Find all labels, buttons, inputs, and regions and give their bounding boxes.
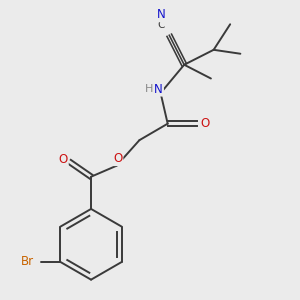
Text: Br: Br — [20, 256, 34, 268]
Text: O: O — [58, 153, 68, 166]
Text: C: C — [158, 20, 165, 30]
Text: O: O — [200, 117, 210, 130]
Text: H: H — [145, 84, 153, 94]
Text: O: O — [113, 152, 122, 165]
Text: N: N — [154, 82, 163, 96]
Text: N: N — [157, 8, 166, 21]
